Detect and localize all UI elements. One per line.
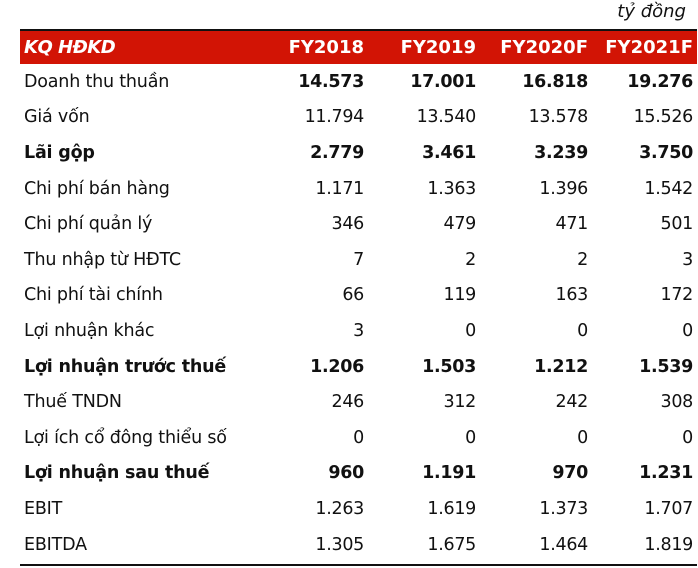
- cell-fy2021f: 15.526: [633, 107, 694, 128]
- cell-fy2020f: 3.239: [534, 142, 588, 163]
- unit-label: tỷ đồng: [617, 1, 686, 22]
- row-label: Chi phí tài chính: [24, 285, 163, 306]
- cell-fy2018: 346: [331, 214, 364, 235]
- table-row-admin-expenses: Chi phí quản lý 346 479 471 501: [20, 206, 697, 242]
- header-fy2020f: FY2020F: [500, 37, 588, 58]
- cell-fy2019: 1.503: [422, 356, 476, 377]
- cell-fy2019: 3.461: [422, 142, 476, 163]
- cell-fy2019: 479: [443, 214, 476, 235]
- row-label: Lợi nhuận sau thuế: [24, 463, 210, 484]
- cell-fy2020f: 0: [577, 320, 588, 341]
- cell-fy2021f: 1.231: [639, 463, 693, 484]
- row-label: Lãi gộp: [24, 142, 95, 163]
- cell-fy2021f: 172: [660, 285, 693, 306]
- cell-fy2019: 17.001: [410, 71, 476, 92]
- row-label: Thu nhập từ HĐTC: [24, 249, 181, 270]
- row-label: EBIT: [24, 498, 63, 519]
- row-label: Lợi nhuận trước thuế: [24, 356, 227, 377]
- row-label: Thuế TNDN: [24, 392, 122, 413]
- cell-fy2018: 1.263: [315, 498, 364, 519]
- cell-fy2018: 14.573: [298, 71, 364, 92]
- cell-fy2021f: 1.539: [639, 356, 693, 377]
- cell-fy2021f: 1.542: [644, 178, 693, 199]
- cell-fy2018: 11.794: [304, 107, 365, 128]
- cell-fy2018: 1.305: [315, 534, 364, 555]
- cell-fy2018: 0: [353, 427, 364, 448]
- cell-fy2020f: 163: [555, 285, 588, 306]
- table-row-gross-profit: Lãi gộp 2.779 3.461 3.239 3.750: [20, 135, 697, 171]
- table-row-selling-expenses: Chi phí bán hàng 1.171 1.363 1.396 1.542: [20, 171, 697, 207]
- cell-fy2021f: 1.819: [644, 534, 693, 555]
- header-fy2021f: FY2021F: [605, 37, 693, 58]
- header-fy2019: FY2019: [400, 37, 476, 58]
- cell-fy2018: 7: [353, 249, 364, 270]
- cell-fy2021f: 501: [660, 214, 693, 235]
- cell-fy2020f: 0: [577, 427, 588, 448]
- cell-fy2018: 2.779: [310, 142, 364, 163]
- table-row-net-revenue: Doanh thu thuần 14.573 17.001 16.818 19.…: [20, 64, 697, 100]
- table-row-corporate-tax: Thuế TNDN 246 312 242 308: [20, 384, 697, 420]
- cell-fy2020f: 2: [577, 249, 588, 270]
- table-row-other-profit: Lợi nhuận khác 3 0 0 0: [20, 313, 697, 349]
- cell-fy2018: 66: [342, 285, 364, 306]
- cell-fy2021f: 3: [682, 249, 693, 270]
- table-row-profit-before-tax: Lợi nhuận trước thuế 1.206 1.503 1.212 1…: [20, 349, 697, 385]
- cell-fy2020f: 970: [552, 463, 588, 484]
- cell-fy2018: 1.171: [315, 178, 364, 199]
- cell-fy2019: 1.191: [422, 463, 476, 484]
- income-statement-table: KQ HĐKD FY2018 FY2019 FY2020F FY2021F Do…: [20, 29, 697, 567]
- cell-fy2019: 1.619: [427, 498, 476, 519]
- cell-fy2021f: 0: [682, 320, 693, 341]
- cell-fy2019: 1.363: [427, 178, 476, 199]
- table-row-cogs: Giá vốn 11.794 13.540 13.578 15.526: [20, 100, 697, 136]
- header-label: KQ HĐKD: [24, 37, 116, 58]
- cell-fy2020f: 471: [555, 214, 588, 235]
- cell-fy2018: 3: [353, 320, 364, 341]
- cell-fy2020f: 1.396: [539, 178, 588, 199]
- cell-fy2018: 1.206: [310, 356, 364, 377]
- row-label: Lợi nhuận khác: [24, 320, 155, 341]
- table-row-ebit: EBIT 1.263 1.619 1.373 1.707: [20, 491, 697, 527]
- cell-fy2019: 1.675: [427, 534, 476, 555]
- table-row-minority-interest: Lợi ích cổ đông thiểu số 0 0 0 0: [20, 420, 697, 456]
- cell-fy2019: 0: [465, 427, 476, 448]
- cell-fy2019: 312: [443, 392, 476, 413]
- cell-fy2019: 13.540: [416, 107, 477, 128]
- header-fy2018: FY2018: [288, 37, 364, 58]
- cell-fy2020f: 16.818: [522, 71, 588, 92]
- row-label: Doanh thu thuần: [24, 71, 170, 92]
- cell-fy2021f: 3.750: [639, 142, 693, 163]
- cell-fy2020f: 1.373: [539, 498, 588, 519]
- cell-fy2021f: 1.707: [644, 498, 693, 519]
- cell-fy2018: 960: [328, 463, 364, 484]
- cell-fy2019: 0: [465, 320, 476, 341]
- cell-fy2020f: 242: [555, 392, 588, 413]
- cell-fy2018: 246: [331, 392, 364, 413]
- table-row-financial-income: Thu nhập từ HĐTC 7 2 2 3: [20, 242, 697, 278]
- cell-fy2020f: 13.578: [528, 107, 589, 128]
- row-label: Chi phí bán hàng: [24, 178, 170, 199]
- row-label: Chi phí quản lý: [24, 214, 153, 235]
- table-header: KQ HĐKD FY2018 FY2019 FY2020F FY2021F: [20, 29, 697, 64]
- row-label: EBITDA: [24, 534, 87, 555]
- row-label: Giá vốn: [24, 107, 90, 128]
- table-row-profit-after-tax: Lợi nhuận sau thuế 960 1.191 970 1.231: [20, 456, 697, 492]
- cell-fy2020f: 1.464: [539, 534, 588, 555]
- cell-fy2019: 2: [465, 249, 476, 270]
- table-row-financial-expenses: Chi phí tài chính 66 119 163 172: [20, 278, 697, 314]
- table-row-ebitda: EBITDA 1.305 1.675 1.464 1.819: [20, 527, 697, 563]
- cell-fy2021f: 308: [660, 392, 693, 413]
- table-body: Doanh thu thuần 14.573 17.001 16.818 19.…: [20, 64, 697, 567]
- cell-fy2021f: 0: [682, 427, 693, 448]
- cell-fy2021f: 19.276: [627, 71, 693, 92]
- cell-fy2019: 119: [443, 285, 476, 306]
- cell-fy2020f: 1.212: [534, 356, 588, 377]
- row-label: Lợi ích cổ đông thiểu số: [24, 427, 227, 448]
